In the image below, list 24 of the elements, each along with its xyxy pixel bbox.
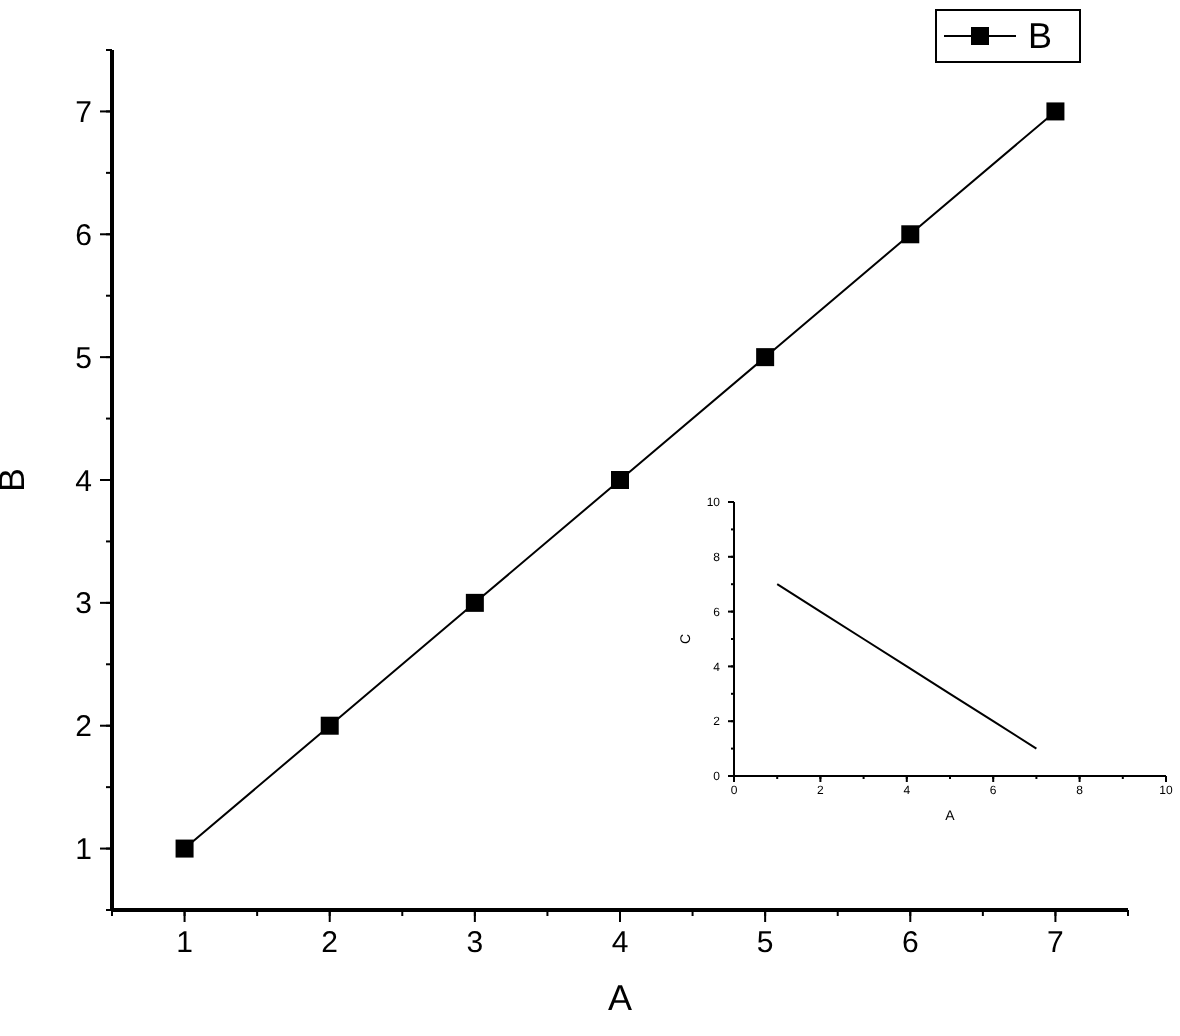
x-tick-label: 6 xyxy=(901,926,919,960)
y-tick-label: 6 xyxy=(75,218,92,253)
y-tick-label: 2 xyxy=(75,710,92,745)
y-tick-label: 4 xyxy=(75,464,92,499)
y-tick-label: 3 xyxy=(75,587,92,622)
x-tick-label: 2 xyxy=(321,926,339,960)
x-tick-label: 1 xyxy=(176,926,193,960)
point xyxy=(320,716,339,735)
x-tick-label: 4 xyxy=(611,926,629,960)
y-tick-label: 5 xyxy=(75,341,92,376)
x-tick-label: 3 xyxy=(466,926,484,960)
x-tick-label: 7 xyxy=(1047,926,1064,960)
point xyxy=(1046,102,1065,121)
x-tick-label: 5 xyxy=(756,926,774,960)
point xyxy=(611,471,629,489)
y-tick-label: 1 xyxy=(75,833,92,868)
point xyxy=(756,348,775,367)
y-tick-label: 7 xyxy=(75,95,92,130)
point xyxy=(465,593,484,612)
x-axis-title: A xyxy=(607,978,633,1018)
legend-label: B xyxy=(1028,16,1053,56)
point xyxy=(901,225,920,244)
line-series xyxy=(776,583,1038,750)
point xyxy=(175,839,194,858)
